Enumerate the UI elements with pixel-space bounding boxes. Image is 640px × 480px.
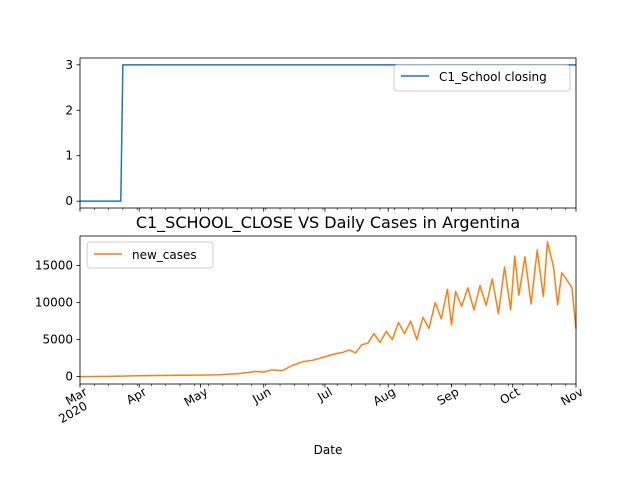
x-tick-label: Jul xyxy=(314,385,334,405)
legend-label-new-cases: new_cases xyxy=(132,248,197,262)
y-tick-label: 10000 xyxy=(35,296,73,310)
y-tick-label: 0 xyxy=(65,194,73,208)
new-cases-legend: new_cases xyxy=(86,241,214,269)
series-line-c1-school-closing xyxy=(80,64,576,202)
school-closing-legend: C1_School closing xyxy=(393,64,571,92)
y-tick-label: 2 xyxy=(65,103,73,117)
y-tick-label: 0 xyxy=(65,370,73,384)
school-closing-plot: 0 1 2 3 C1_School closing xyxy=(65,57,577,212)
legend-label-school-closing: C1_School closing xyxy=(439,70,547,84)
y-tick-label: 1 xyxy=(65,149,73,163)
y-tick-label: 3 xyxy=(65,58,73,72)
legend-box xyxy=(86,241,214,269)
school-closing-plot-frame xyxy=(79,57,577,209)
x-axis-label: Date xyxy=(314,443,343,457)
y-tick-label: 5000 xyxy=(42,333,73,347)
chart-title: C1_SCHOOL_CLOSE VS Daily Cases in Argent… xyxy=(136,213,520,233)
daily-cases-plot-frame xyxy=(79,235,577,385)
series-line-new-cases xyxy=(79,241,577,378)
legend-box xyxy=(393,64,571,92)
y-tick-label: 15000 xyxy=(35,259,73,273)
